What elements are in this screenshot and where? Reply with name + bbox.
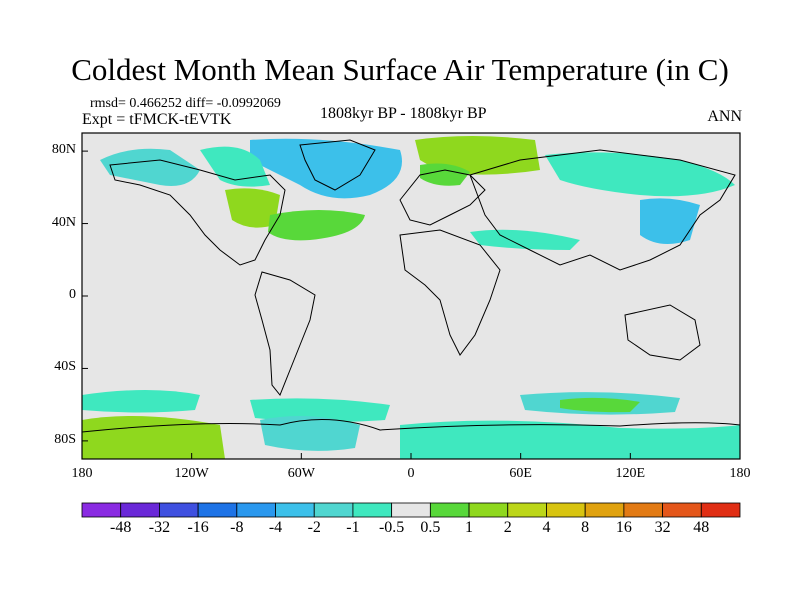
colorbar-label: 32: [654, 519, 671, 536]
colorbar-label: -8: [230, 519, 244, 536]
colorbar-swatch: [623, 502, 663, 518]
coast-south-america: [254, 271, 316, 396]
patch-north-pacific: [100, 148, 200, 186]
coast-north-america: [109, 159, 286, 266]
patch-antarctica-west: [82, 416, 225, 459]
y-tick-label: 80N: [51, 142, 76, 158]
patch-canada: [200, 146, 270, 187]
patch-antarctica-green: [560, 397, 640, 413]
colorbar-swatch: [197, 502, 238, 518]
coast-australia: [624, 304, 701, 361]
colorbar-swatch: [159, 502, 199, 518]
experiment-label: Expt = tFMCK-tEVTK: [82, 111, 232, 128]
patch-central-na: [225, 188, 280, 228]
colorbar-label: -2: [307, 519, 321, 536]
y-tick-label: 40S: [54, 359, 76, 375]
x-tick-label: 180: [729, 466, 751, 481]
colorbar-swatch: [662, 502, 702, 518]
coast-greenland: [299, 139, 376, 191]
colorbar-swatch: [429, 502, 470, 518]
patch-east-asia: [640, 198, 700, 244]
y-tick-label: 0: [69, 287, 76, 302]
axis-ticks: [81, 150, 741, 459]
colorbar-label: -1: [346, 519, 360, 536]
patch-southern-ocean-1: [82, 390, 200, 413]
colorbar-label: 0.5: [420, 519, 441, 536]
colorbar-label: 2: [503, 519, 512, 536]
colorbar-swatch: [507, 502, 547, 518]
stats-text: rmsd= 0.466252 diff= -0.0992069: [90, 96, 281, 111]
coast-europe: [399, 169, 486, 226]
patch-eurasia-north: [420, 163, 470, 186]
colorbar-label: -4: [268, 519, 283, 536]
colorbar-label: 4: [542, 519, 551, 536]
coast-asia: [469, 149, 736, 271]
colorbar-label: 8: [581, 519, 590, 536]
colorbar-swatch: [275, 502, 315, 518]
colorbar-label: -32: [148, 519, 171, 536]
x-tick-label: 60E: [509, 466, 532, 481]
colorbar-swatch: [700, 502, 741, 518]
colorbar-label: -16: [187, 519, 209, 536]
period-label: 1808kyr BP - 1808kyr BP: [320, 105, 487, 122]
patch-greenland: [250, 138, 402, 199]
patch-antarctica-east: [400, 420, 740, 459]
colorbar-swatch: [352, 502, 393, 518]
colorbar-label: 48: [693, 519, 710, 536]
patch-north-atlantic: [268, 210, 365, 241]
x-tick-label: 60W: [287, 466, 315, 481]
patch-antarctica-weddell: [260, 416, 360, 451]
colorbar-swatch: [468, 502, 509, 518]
colorbar-label: -48: [110, 519, 132, 536]
anomaly-patches: [82, 136, 740, 459]
patch-siberia: [545, 152, 735, 197]
colorbar-swatch: [584, 502, 625, 518]
coast-antarctica: [82, 419, 740, 433]
colorbar-label: 1: [465, 519, 474, 536]
colorbar: [81, 502, 741, 518]
x-tick-label: 120E: [615, 466, 646, 481]
patch-southern-ocean-2: [250, 398, 390, 423]
x-tick-label: 120W: [174, 466, 209, 481]
coastlines: [82, 139, 740, 433]
colorbar-label: 16: [615, 519, 632, 536]
coast-africa: [399, 229, 501, 356]
colorbar-swatch: [391, 502, 431, 518]
colorbar-swatch: [546, 502, 586, 518]
y-tick-label: 80S: [54, 431, 76, 447]
y-tick-label: 40N: [51, 214, 76, 230]
chart-title: Coldest Month Mean Surface Air Temperatu…: [71, 52, 729, 87]
colorbar-label: -0.5: [378, 519, 405, 536]
map-area: [82, 133, 740, 459]
x-tick-label: 0: [407, 466, 415, 481]
x-tick-label: 180: [71, 466, 93, 481]
colorbar-swatch: [120, 502, 160, 518]
patch-mediterranean: [470, 229, 580, 250]
season-label: ANN: [707, 108, 742, 125]
colorbar-swatch: [313, 502, 354, 518]
colorbar-swatch: [236, 502, 276, 518]
colorbar-swatch: [81, 502, 122, 518]
